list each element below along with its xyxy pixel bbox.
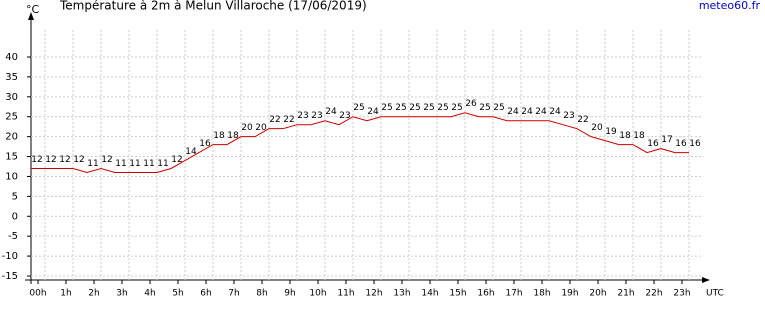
data-label: 25 bbox=[353, 103, 364, 113]
data-label: 25 bbox=[395, 103, 406, 113]
data-label: 25 bbox=[381, 103, 392, 113]
x-tick-label: 23h bbox=[673, 289, 690, 299]
y-tick-label: 15 bbox=[5, 152, 18, 163]
data-label: 16 bbox=[647, 139, 659, 149]
data-label: 23 bbox=[297, 111, 308, 121]
x-tick-label: 19h bbox=[561, 289, 578, 299]
data-label: 16 bbox=[199, 139, 211, 149]
source-link[interactable]: meteo60.fr bbox=[699, 0, 761, 12]
x-tick-label: 2h bbox=[88, 289, 99, 299]
y-tick-label: 10 bbox=[5, 171, 18, 182]
x-tick-label: 11h bbox=[337, 289, 354, 299]
x-tick-label: 6h bbox=[200, 289, 211, 299]
x-tick-label: 9h bbox=[284, 289, 295, 299]
temperature-line bbox=[31, 112, 689, 173]
data-label: 25 bbox=[423, 103, 434, 113]
data-label: 22 bbox=[269, 115, 280, 125]
y-tick-label: -5 bbox=[8, 231, 18, 242]
data-label: 11 bbox=[115, 159, 126, 169]
data-label: 11 bbox=[143, 159, 154, 169]
x-tick-label: 3h bbox=[116, 289, 127, 299]
data-label: 23 bbox=[311, 111, 322, 121]
y-axis-arrow bbox=[28, 12, 34, 20]
y-tick-label: 20 bbox=[5, 132, 18, 143]
x-tick-label: 22h bbox=[645, 289, 662, 299]
x-tick-label: 5h bbox=[172, 289, 183, 299]
x-axis-arrow bbox=[702, 277, 710, 283]
x-tick-label: 17h bbox=[505, 289, 522, 299]
data-label: 11 bbox=[129, 159, 140, 169]
y-tick-label: 40 bbox=[5, 52, 18, 63]
x-tick-label: 7h bbox=[228, 289, 239, 299]
y-tick-label: 5 bbox=[12, 191, 18, 202]
x-tick-label: 20h bbox=[589, 289, 606, 299]
chart-title: Température à 2m à Melun Villaroche (17/… bbox=[59, 0, 367, 13]
x-tick-label: 21h bbox=[617, 289, 634, 299]
data-label: 12 bbox=[171, 155, 182, 165]
data-label: 16 bbox=[675, 139, 687, 149]
x-tick-label: 16h bbox=[477, 289, 494, 299]
x-tick-label: 1h bbox=[60, 289, 71, 299]
data-label: 25 bbox=[493, 103, 504, 113]
x-tick-label: 18h bbox=[533, 289, 550, 299]
x-tick-label: 00h bbox=[29, 289, 46, 299]
data-label: 11 bbox=[87, 159, 98, 169]
data-label: 18 bbox=[633, 131, 645, 141]
x-tick-label: 8h bbox=[256, 289, 267, 299]
data-label: 23 bbox=[339, 111, 350, 121]
data-label: 25 bbox=[437, 103, 448, 113]
data-label: 24 bbox=[535, 107, 547, 117]
data-label: 12 bbox=[31, 155, 42, 165]
x-tick-label: 12h bbox=[365, 289, 382, 299]
y-tick-label: 30 bbox=[5, 92, 18, 103]
data-label: 24 bbox=[325, 107, 337, 117]
data-label: 19 bbox=[605, 127, 617, 137]
x-tick-label: 14h bbox=[421, 289, 438, 299]
data-label: 18 bbox=[213, 131, 225, 141]
y-tick-label: -15 bbox=[2, 271, 18, 282]
data-label: 20 bbox=[241, 123, 253, 133]
x-tick-label: 15h bbox=[449, 289, 466, 299]
x-tick-label: 13h bbox=[393, 289, 410, 299]
data-label: 26 bbox=[465, 99, 477, 109]
data-label: 17 bbox=[661, 135, 672, 145]
data-label: 18 bbox=[227, 131, 239, 141]
data-label: 20 bbox=[591, 123, 603, 133]
x-tick-label: 10h bbox=[309, 289, 326, 299]
data-label: 14 bbox=[185, 147, 197, 157]
x-tick-label: 4h bbox=[144, 289, 155, 299]
data-label: 25 bbox=[451, 103, 462, 113]
y-tick-label: 35 bbox=[5, 72, 18, 83]
data-label: 12 bbox=[45, 155, 56, 165]
data-label: 24 bbox=[521, 107, 533, 117]
y-tick-label: -10 bbox=[2, 251, 18, 262]
data-label: 24 bbox=[549, 107, 561, 117]
data-label: 12 bbox=[59, 155, 70, 165]
y-axis-label: °C bbox=[26, 3, 40, 16]
data-label: 20 bbox=[255, 123, 267, 133]
data-label: 12 bbox=[73, 155, 84, 165]
y-tick-label: 25 bbox=[5, 112, 18, 123]
data-label: 25 bbox=[409, 103, 420, 113]
data-label: 24 bbox=[507, 107, 519, 117]
data-label: 11 bbox=[157, 159, 168, 169]
data-label: 25 bbox=[479, 103, 490, 113]
y-tick-label: 0 bbox=[12, 211, 18, 222]
data-label: 23 bbox=[563, 111, 574, 121]
data-label: 24 bbox=[367, 107, 379, 117]
x-axis-label: UTC bbox=[706, 289, 724, 299]
data-label: 22 bbox=[577, 115, 588, 125]
data-label: 16 bbox=[689, 139, 701, 149]
data-label: 22 bbox=[283, 115, 294, 125]
data-label: 18 bbox=[619, 131, 631, 141]
data-label: 12 bbox=[101, 155, 112, 165]
